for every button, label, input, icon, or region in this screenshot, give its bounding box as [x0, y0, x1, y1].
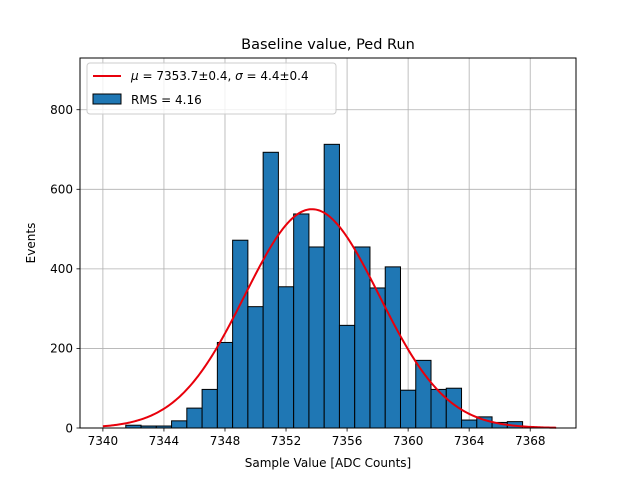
- histogram-bar: [171, 420, 188, 429]
- x-tick-label: 7348: [210, 434, 241, 448]
- y-tick-label: 800: [50, 103, 73, 117]
- histogram-bar: [384, 266, 401, 429]
- histogram-bar: [369, 287, 386, 429]
- y-tick-label: 400: [50, 262, 73, 276]
- gaussian-fit-curve: [102, 208, 557, 429]
- histogram-bar: [262, 151, 279, 429]
- y-tick-label: 0: [65, 421, 73, 435]
- histogram-bar: [293, 213, 310, 429]
- plot-frame: [79, 57, 577, 429]
- legend: μ = 7353.7±0.4, σ = 4.4±0.4 RMS = 4.16: [86, 62, 337, 115]
- histogram-bar: [338, 324, 356, 429]
- x-tick-label: 7340: [88, 434, 119, 448]
- x-tick-label: 7364: [454, 434, 485, 448]
- histogram-bar: [308, 246, 325, 429]
- histogram-bar: [399, 389, 417, 429]
- legend-box: [86, 62, 337, 115]
- x-axis-ticks: 7340 7344 7348 7352 7356 7360 7364 7368: [88, 428, 546, 448]
- histogram-bar: [247, 306, 264, 429]
- histogram-bar: [415, 359, 432, 429]
- histogram-bar: [277, 286, 295, 429]
- histogram-bar: [323, 143, 340, 429]
- y-tick-label: 600: [50, 183, 73, 197]
- histogram-bar: [461, 419, 478, 429]
- y-axis-label: Events: [24, 223, 38, 264]
- legend-hist-label: RMS = 4.16: [131, 93, 202, 107]
- x-axis-label: Sample Value [ADC Counts]: [245, 456, 411, 470]
- y-tick-label: 200: [50, 342, 73, 356]
- histogram-bar: [186, 407, 203, 429]
- y-axis-ticks: 0 200 400 600 800: [50, 103, 80, 435]
- chart-title: Baseline value, Ped Run: [241, 37, 415, 53]
- histogram-bar: [232, 239, 249, 429]
- histogram-bar: [216, 341, 234, 429]
- x-tick-label: 7352: [271, 434, 302, 448]
- histogram-bar: [201, 388, 218, 429]
- x-tick-label: 7356: [332, 434, 363, 448]
- x-tick-label: 7360: [393, 434, 424, 448]
- x-tick-label: 7344: [149, 434, 180, 448]
- histogram-bars: [125, 143, 524, 429]
- x-tick-label: 7368: [515, 434, 546, 448]
- legend-hist-swatch: [92, 93, 122, 105]
- legend-fit-label: μ = 7353.7±0.4, σ = 4.4±0.4: [130, 69, 309, 83]
